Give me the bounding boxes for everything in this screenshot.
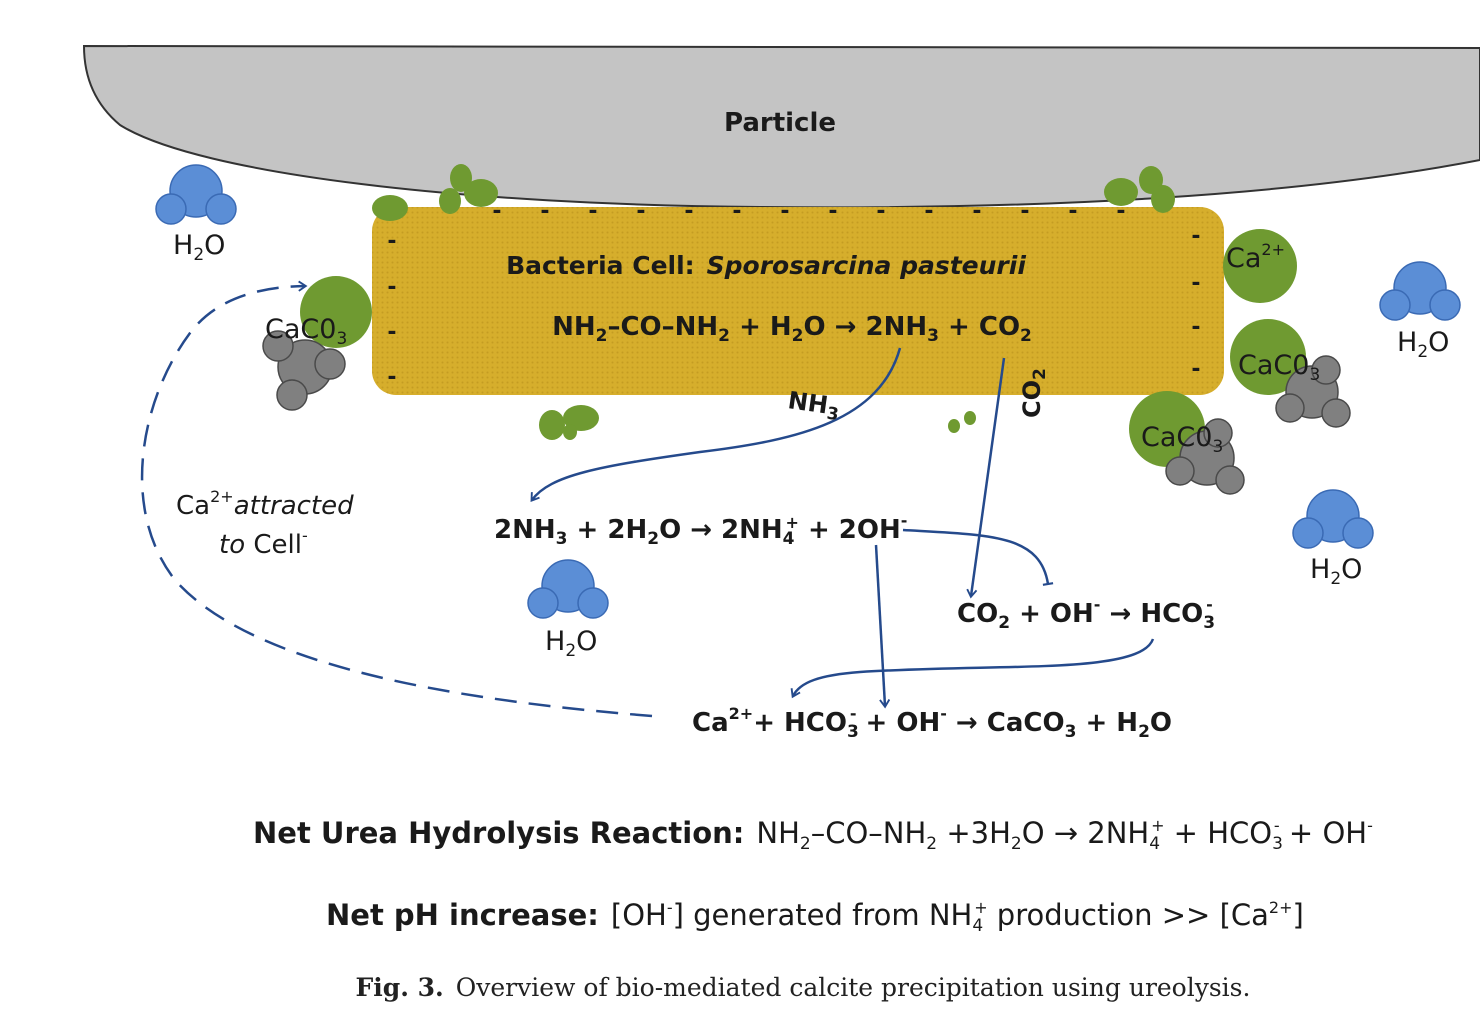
bacteria-cell <box>372 207 1224 395</box>
charge-mark: - <box>1191 271 1200 296</box>
carbonate-clusters <box>262 330 1351 495</box>
charge-mark: - <box>387 320 396 345</box>
water-label: H2O <box>1310 554 1362 589</box>
charge-mark: - <box>1068 199 1077 224</box>
charge-mark: - <box>972 199 981 224</box>
charge-mark: - <box>588 199 597 224</box>
figure-caption: Fig. 3. Overview of bio-mediated calcite … <box>356 973 1251 1002</box>
charge-mark: - <box>387 229 396 254</box>
charge-mark: - <box>1116 199 1125 224</box>
reaction-urea-in-cell: NH2–CO–NH2 + H2O → 2NH3 + CO2 <box>552 312 1032 346</box>
net-urea-reaction: Net Urea Hydrolysis Reaction: NH2–CO–NH2 … <box>253 816 1373 854</box>
charge-mark: - <box>1191 357 1200 382</box>
charge-mark: - <box>780 199 789 224</box>
caco3-label: CaC03 <box>265 314 347 349</box>
arrow-oh-down <box>874 544 891 709</box>
water-label: H2O <box>1397 327 1449 362</box>
charge-mark: - <box>1191 315 1200 340</box>
net-ph-increase: Net pH increase: [OH-] generated from NH4… <box>326 898 1304 936</box>
nh3-arrow-label: NH3 <box>786 386 842 425</box>
arrow-oh-to-co2 <box>902 528 1054 586</box>
cell-title: Bacteria Cell: Sporosarcina pasteurii <box>506 251 1026 280</box>
arrow-hco3 <box>790 638 1155 699</box>
water-label: H2O <box>173 230 225 265</box>
caco3-label: CaC03 <box>1238 350 1320 385</box>
reaction-bicarbonate: CO2 + OH- → HCO3- <box>957 595 1215 633</box>
reaction-ammonia: 2NH3 + 2H2O → 2NH4+ + 2OH- <box>494 511 907 549</box>
green-blobs <box>372 164 1175 440</box>
particle-shape <box>82 44 1480 209</box>
calcite-labels: CaC03 CaC03 CaC03 Ca2+ <box>265 240 1320 457</box>
caco3-label: CaC03 <box>1141 422 1223 457</box>
attracted-line1: Ca2+attracted <box>176 487 354 521</box>
water-label: H2O <box>545 626 597 661</box>
charge-mark: - <box>732 199 741 224</box>
co2-arrow-label: CO2 <box>1018 368 1050 418</box>
particle-label: Particle <box>724 108 836 138</box>
cell-surface-charges: - - - - - - - - - - - - - - - - - - - - … <box>387 199 1200 390</box>
charge-mark: - <box>924 199 933 224</box>
charge-mark: - <box>540 199 549 224</box>
charge-mark: - <box>1191 224 1200 249</box>
arrow-nh3 <box>530 347 902 503</box>
charge-mark: - <box>828 199 837 224</box>
water-molecules <box>155 164 1461 619</box>
charge-mark: - <box>1020 199 1029 224</box>
charge-mark: - <box>387 365 396 390</box>
attracted-line2: to Cell- <box>219 526 308 560</box>
charge-mark: - <box>387 275 396 300</box>
reaction-precipitation: Ca2++ HCO3- + OH- → CaCO3 + H2O <box>692 704 1172 742</box>
charge-mark: - <box>876 199 885 224</box>
arrow-ca-attracted <box>140 280 653 718</box>
charge-mark: - <box>636 199 645 224</box>
water-labels: H2O H2O H2O H2O <box>173 230 1449 661</box>
reaction-arrows <box>140 280 1155 718</box>
arrow-co2 <box>966 357 1006 599</box>
calcium-ion-label: Ca2+ <box>1226 240 1285 274</box>
charge-mark: - <box>492 199 501 224</box>
charge-mark: - <box>684 199 693 224</box>
